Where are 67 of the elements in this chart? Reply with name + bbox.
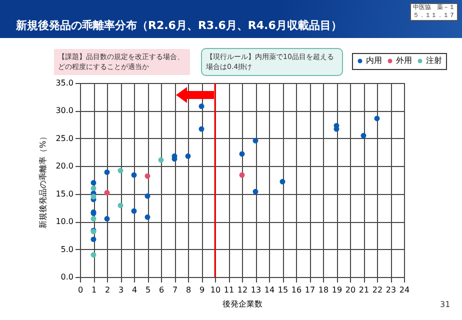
x-tick-label: 4 [132, 286, 138, 294]
x-tick-label: 12 [237, 286, 248, 294]
text: 31 [440, 300, 450, 310]
x-tick-label: 24 [399, 286, 410, 294]
point [239, 151, 245, 157]
point [144, 173, 150, 179]
point [104, 170, 110, 175]
y-tick-label: 35.0 [56, 78, 74, 88]
point [131, 172, 137, 178]
point [104, 190, 110, 196]
legend-label: 注射 [426, 56, 442, 65]
x-axis-title: 後発企業数 [222, 300, 262, 308]
x-tick-label: 5 [145, 286, 151, 294]
y-tick-label: 5.0 [60, 244, 74, 254]
x-tick-label: 16 [291, 286, 302, 294]
point [360, 132, 366, 138]
point [118, 168, 124, 174]
legend-label: 内用 [366, 56, 382, 65]
point [131, 208, 137, 214]
point [239, 172, 245, 178]
x-tick-label: 9 [199, 286, 205, 294]
point [90, 180, 96, 186]
y-axis-title: 新規後発品の乖離率（%） [38, 132, 48, 228]
point [90, 186, 96, 192]
chart-title: 新規後発品の乖離率分布（R2.6月、R3.6月、R4.6月収載品目） [16, 18, 342, 33]
x-tick-label: 2 [104, 286, 110, 294]
x-tick-label: 15 [278, 286, 288, 294]
y-tick-label: 0.0 [60, 272, 74, 282]
point [374, 116, 380, 122]
x-tick-label: 7 [172, 286, 178, 294]
x-tick-label: 13 [250, 286, 262, 294]
point [144, 214, 150, 220]
point [252, 188, 258, 194]
x-tick-label: 18 [318, 286, 329, 294]
x-tick-label: 1 [91, 286, 97, 294]
point [90, 194, 96, 200]
point [118, 202, 124, 208]
point [90, 236, 96, 242]
point [144, 193, 150, 199]
point [198, 104, 204, 110]
point [90, 216, 96, 222]
point [280, 178, 286, 184]
x-tick-label: 11 [224, 286, 234, 294]
point [90, 252, 96, 258]
point [104, 216, 110, 222]
x-tick-label: 0 [78, 286, 84, 294]
x-tick-label: 3 [118, 286, 124, 294]
x-tick-label: 21 [358, 286, 370, 294]
x-tick-label: 10 [210, 286, 221, 294]
x-tick-label: 8 [186, 286, 192, 294]
point [252, 138, 258, 144]
x-tick-label: 6 [158, 286, 164, 294]
point [158, 157, 164, 163]
y-tick-label: 30.0 [56, 106, 74, 116]
y-tick-label: 15.0 [56, 189, 74, 198]
x-tick-label: 19 [332, 286, 342, 294]
x-tick-label: 17 [304, 286, 316, 294]
y-tick-label: 20.0 [56, 162, 74, 171]
x-tick-label: 14 [264, 286, 275, 294]
legend-label: 外用 [396, 56, 412, 65]
x-tick-label: 23 [386, 286, 396, 294]
x-tick-label: 22 [372, 286, 383, 294]
point [198, 126, 204, 132]
x-tick-label: 20 [345, 286, 356, 294]
point [185, 153, 191, 159]
y-tick-label: 10.0 [56, 217, 74, 226]
y-tick-label: 25.0 [56, 134, 74, 143]
